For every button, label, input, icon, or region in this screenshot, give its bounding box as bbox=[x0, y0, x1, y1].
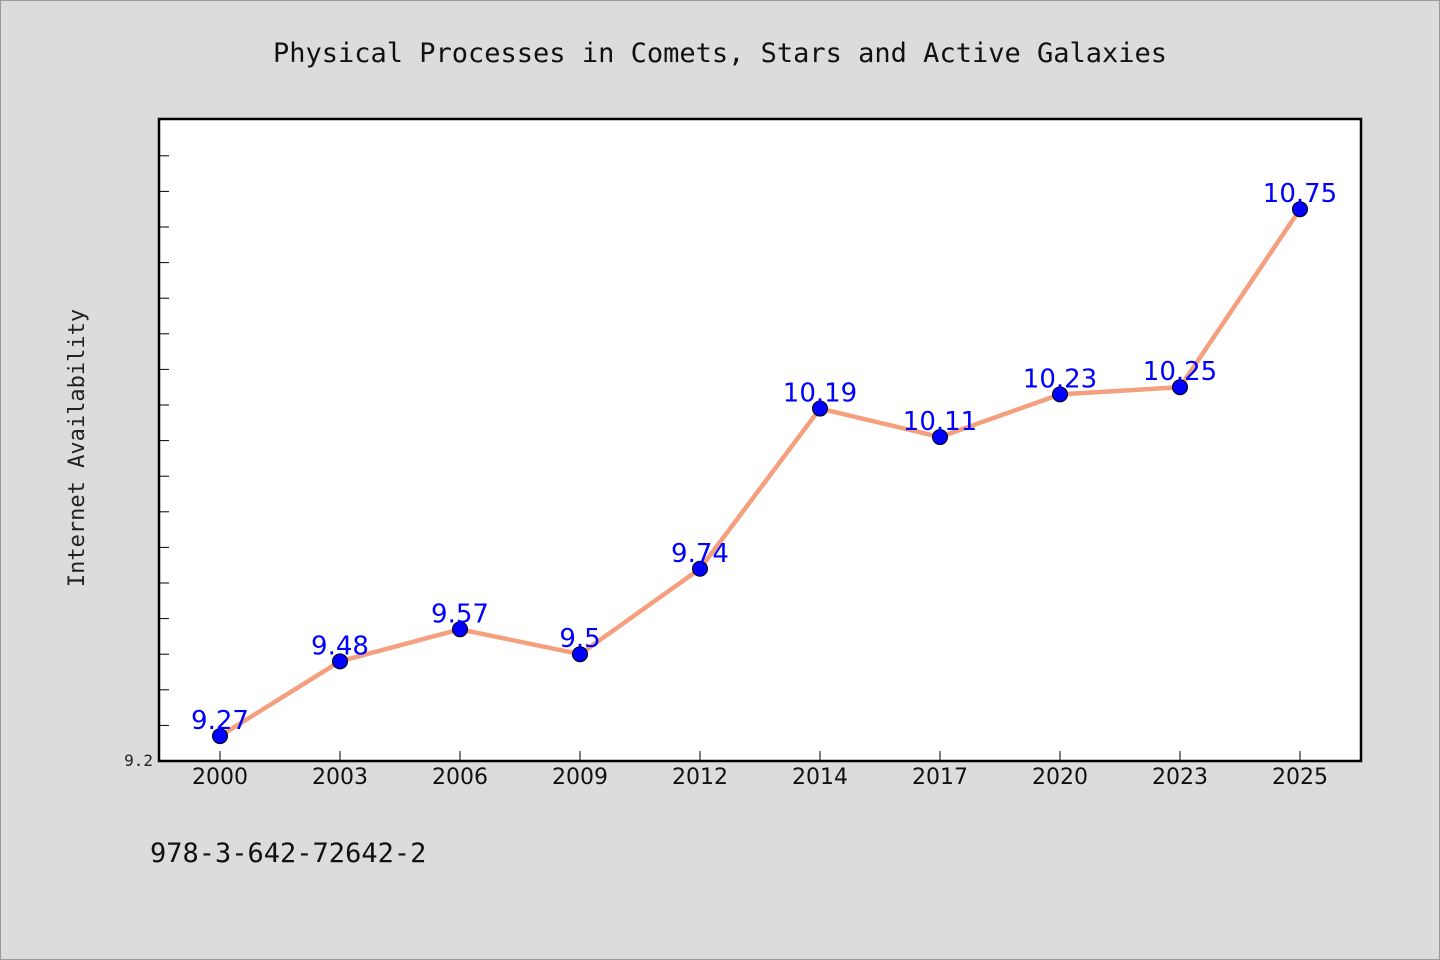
x-tick-label: 2009 bbox=[552, 765, 608, 790]
data-point-marker bbox=[332, 653, 348, 670]
x-tick-label: 2014 bbox=[792, 765, 848, 790]
data-point-marker bbox=[212, 728, 228, 745]
data-point-marker bbox=[572, 646, 588, 663]
series-layer: 9.27 9.48 9.57 9.5 9.74 10.19 10.11 10.23 10.25 1… bbox=[191, 179, 1337, 745]
data-point-label: 10.19 bbox=[783, 379, 857, 409]
data-point-label: 9.74 bbox=[671, 539, 729, 569]
data-point-label: 10.11 bbox=[903, 407, 977, 437]
x-tick-label: 2023 bbox=[1152, 765, 1208, 790]
x-tick-label: 2006 bbox=[432, 765, 488, 790]
data-point-marker bbox=[692, 560, 708, 577]
x-tick-label: 2000 bbox=[192, 765, 248, 790]
data-point-marker bbox=[1172, 379, 1188, 396]
isbn-text: 978-3-642-72642-2 bbox=[150, 838, 426, 869]
data-point-marker bbox=[932, 429, 948, 446]
data-point-label: 9.27 bbox=[191, 706, 249, 736]
data-point-marker bbox=[1292, 201, 1308, 218]
chart-title: Physical Processes in Comets, Stars and … bbox=[273, 38, 1167, 69]
data-point-label: 9.5 bbox=[559, 624, 600, 654]
y-axis-ticks: 9.2 bbox=[124, 155, 169, 770]
data-point-label: 9.48 bbox=[311, 631, 369, 661]
x-tick-label: 2012 bbox=[672, 765, 728, 790]
data-point-label: 10.75 bbox=[1263, 179, 1337, 209]
data-point-marker bbox=[812, 400, 828, 417]
x-axis-ticks: 2000 2003 2006 2009 2012 2014 2017 2020 2023 2025 bbox=[192, 751, 1328, 790]
y-axis-label: Internet Availability bbox=[65, 309, 90, 587]
x-tick-label: 2003 bbox=[312, 765, 368, 790]
data-point-marker bbox=[452, 621, 468, 638]
x-tick-label: 2020 bbox=[1032, 765, 1088, 790]
data-point-label: 9.57 bbox=[431, 599, 489, 629]
y-tick-label: 9.2 bbox=[124, 751, 153, 770]
series-line bbox=[217, 206, 1303, 739]
data-point-marker bbox=[1052, 386, 1068, 403]
x-tick-label: 2025 bbox=[1272, 765, 1328, 790]
x-tick-label: 2017 bbox=[912, 765, 968, 790]
data-point-label: 10.25 bbox=[1143, 357, 1217, 387]
data-point-label: 10.23 bbox=[1023, 364, 1097, 394]
